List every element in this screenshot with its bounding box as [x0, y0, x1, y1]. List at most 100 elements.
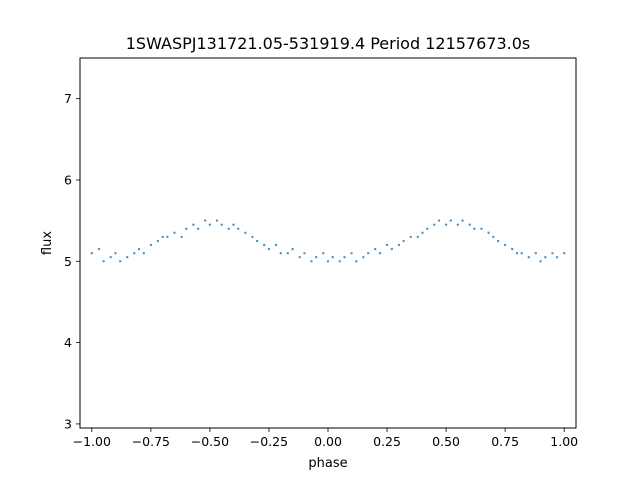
data-point — [137, 247, 141, 251]
data-point — [97, 247, 101, 251]
x-tick-label: 0.50 — [432, 434, 460, 449]
data-points — [90, 219, 566, 263]
data-point — [515, 252, 519, 255]
data-point — [156, 239, 160, 243]
data-point — [444, 223, 448, 226]
y-tick-label: 4 — [64, 335, 72, 350]
data-point — [563, 252, 566, 255]
data-point — [468, 223, 471, 226]
data-point — [180, 235, 183, 239]
data-point — [480, 227, 483, 230]
data-point — [378, 252, 382, 255]
data-point — [492, 235, 495, 239]
data-point — [487, 231, 490, 234]
data-point — [449, 219, 452, 222]
chart-title: 1SWASPJ131721.05-531919.4 Period 1215767… — [126, 34, 531, 53]
data-point — [267, 247, 271, 251]
data-point — [326, 260, 330, 263]
data-point — [355, 260, 358, 263]
y-axis: 3 4 5 6 7 — [64, 91, 80, 431]
data-point — [350, 252, 353, 255]
data-point — [298, 256, 301, 259]
data-point — [315, 256, 318, 259]
data-point — [204, 219, 207, 222]
data-point — [102, 260, 105, 263]
data-point — [409, 235, 412, 239]
data-point — [421, 231, 424, 234]
data-point — [310, 260, 313, 263]
x-tick-label: 1.00 — [550, 434, 578, 449]
data-point — [215, 219, 219, 222]
data-point — [496, 239, 500, 243]
data-point — [374, 247, 377, 251]
data-point — [251, 235, 254, 239]
data-point — [402, 239, 405, 243]
data-point — [426, 227, 429, 230]
data-point — [390, 247, 393, 251]
data-point — [520, 252, 523, 255]
data-point — [433, 223, 436, 226]
x-axis-label: phase — [308, 456, 347, 471]
data-point — [367, 252, 370, 255]
data-point — [279, 252, 282, 255]
data-point — [286, 252, 289, 255]
data-point — [90, 252, 94, 255]
data-point — [397, 243, 401, 247]
data-point — [208, 223, 212, 226]
data-point — [244, 231, 247, 234]
data-point — [119, 260, 122, 263]
data-point — [263, 243, 266, 247]
data-point — [511, 247, 514, 251]
data-point — [473, 227, 476, 230]
data-point — [338, 260, 341, 263]
data-point — [416, 235, 419, 239]
data-point — [237, 227, 240, 230]
data-point — [227, 227, 230, 230]
data-point — [220, 223, 223, 226]
data-point — [385, 243, 389, 247]
data-point — [555, 256, 559, 259]
x-tick-label: 0.00 — [314, 434, 342, 449]
x-tick-label: −1.00 — [73, 434, 111, 449]
data-point — [331, 256, 334, 259]
data-point — [192, 223, 195, 226]
plot-frame — [79, 57, 577, 429]
data-point — [527, 256, 530, 259]
x-axis: −1.00 −0.75 −0.50 −0.25 0.00 0.25 0.50 0.75 1.00 — [73, 428, 578, 449]
data-point — [291, 247, 294, 251]
data-point — [274, 243, 278, 247]
data-point — [142, 252, 145, 255]
data-point — [503, 243, 507, 247]
data-point — [461, 219, 464, 222]
data-point — [109, 256, 112, 259]
data-point — [437, 219, 441, 222]
x-tick-label: 0.25 — [373, 434, 401, 449]
data-point — [185, 227, 188, 230]
data-point — [255, 239, 259, 243]
x-tick-label: −0.75 — [132, 434, 170, 449]
data-point — [322, 252, 325, 255]
data-point — [232, 223, 235, 226]
y-tick-label: 7 — [64, 91, 72, 106]
y-tick-label: 3 — [64, 416, 72, 431]
data-point — [456, 223, 460, 226]
data-point — [551, 252, 554, 255]
data-point — [196, 227, 200, 230]
y-tick-label: 6 — [64, 172, 72, 187]
y-axis-label: flux — [40, 231, 55, 255]
data-point — [544, 256, 547, 259]
data-point — [133, 252, 136, 255]
data-point — [534, 252, 537, 255]
data-point — [303, 252, 306, 255]
x-tick-label: 0.75 — [491, 434, 519, 449]
data-point — [126, 256, 129, 259]
y-tick-label: 5 — [64, 254, 72, 269]
data-point — [161, 235, 164, 239]
data-point — [173, 231, 176, 234]
data-point — [114, 252, 117, 255]
data-point — [343, 256, 346, 259]
x-tick-label: −0.50 — [191, 434, 229, 449]
data-point — [149, 243, 153, 247]
data-point — [166, 235, 169, 239]
